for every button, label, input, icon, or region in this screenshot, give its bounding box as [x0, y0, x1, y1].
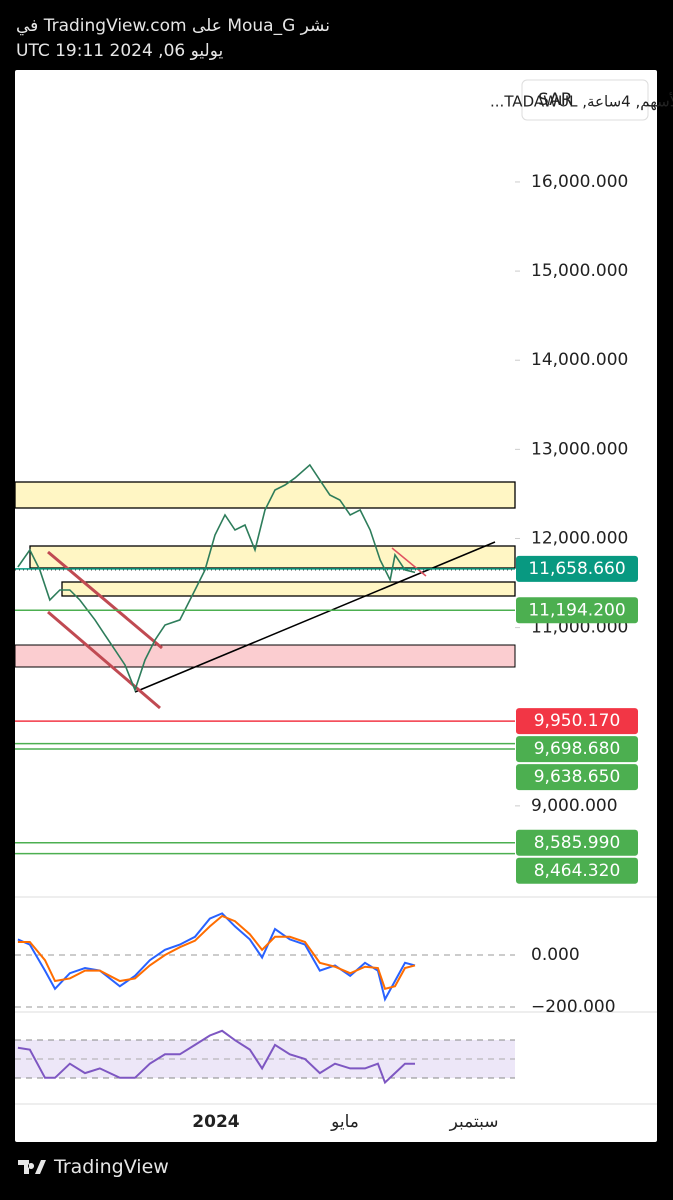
- zone: [14, 644, 516, 668]
- channel-line: [47, 550, 163, 650]
- y-tick-label: 16,000.000: [531, 172, 628, 192]
- logo: [18, 1160, 46, 1174]
- x-tick-label: سبتمبر: [449, 1112, 499, 1132]
- level-badge: [516, 764, 638, 791]
- level-label: 11,194.200: [528, 600, 625, 620]
- chart-title: مؤشر تداول السعودي لجميع الأسهم, 4ساعة, …: [490, 92, 673, 112]
- drawings: [14, 481, 657, 1105]
- level-label: 11,658.660: [528, 559, 625, 579]
- level-label: 9,638.650: [534, 767, 621, 787]
- level-badge: [516, 708, 638, 735]
- zone: [61, 581, 516, 597]
- rsi-band: [15, 1040, 515, 1078]
- y-tick-label: 12,000.000: [531, 528, 628, 548]
- y-tick-label: 14,000.000: [531, 350, 628, 370]
- y-tick-label: 9,000.000: [531, 796, 618, 816]
- level-label: 8,585.990: [534, 833, 621, 853]
- card: [15, 70, 657, 1142]
- level-badge: [516, 857, 638, 884]
- channel-line: [391, 547, 427, 577]
- price-line: [17, 914, 416, 991]
- level-badge: [516, 829, 638, 856]
- brand: TradingView: [54, 1156, 169, 1178]
- level-label: 9,950.170: [534, 711, 621, 731]
- zone: [14, 481, 516, 509]
- level-label: 9,698.680: [534, 739, 621, 759]
- level-badge: [516, 736, 638, 763]
- post-header: نشر Moua_G على TradingView.com في يوليو …: [16, 14, 330, 64]
- footer: TradingView: [16, 1156, 169, 1178]
- currency[interactable]: SAR: [538, 90, 573, 110]
- x-tick-label: مايو: [330, 1112, 359, 1132]
- price-line: [17, 1029, 415, 1085]
- channel-line: [47, 610, 161, 710]
- trend-line: [134, 541, 496, 693]
- level-badge: [516, 597, 638, 624]
- y-tick-label: −200.000: [531, 997, 616, 1017]
- y-tick-label: 0.000: [531, 945, 580, 965]
- y-tick-label: 15,000.000: [531, 261, 628, 281]
- currency-button[interactable]: [521, 79, 649, 121]
- y-tick-label: 13,000.000: [531, 439, 628, 459]
- level-badge: [516, 555, 638, 582]
- price-line: [17, 912, 416, 1002]
- price-line: [17, 463, 416, 693]
- x-tick-label: 2024: [192, 1112, 239, 1132]
- post-date: يوليو 06, 2024 19:11 UTC: [16, 41, 224, 61]
- level-label: 8,464.320: [534, 861, 621, 881]
- post-author: نشر Moua_G على TradingView.com في: [16, 16, 330, 36]
